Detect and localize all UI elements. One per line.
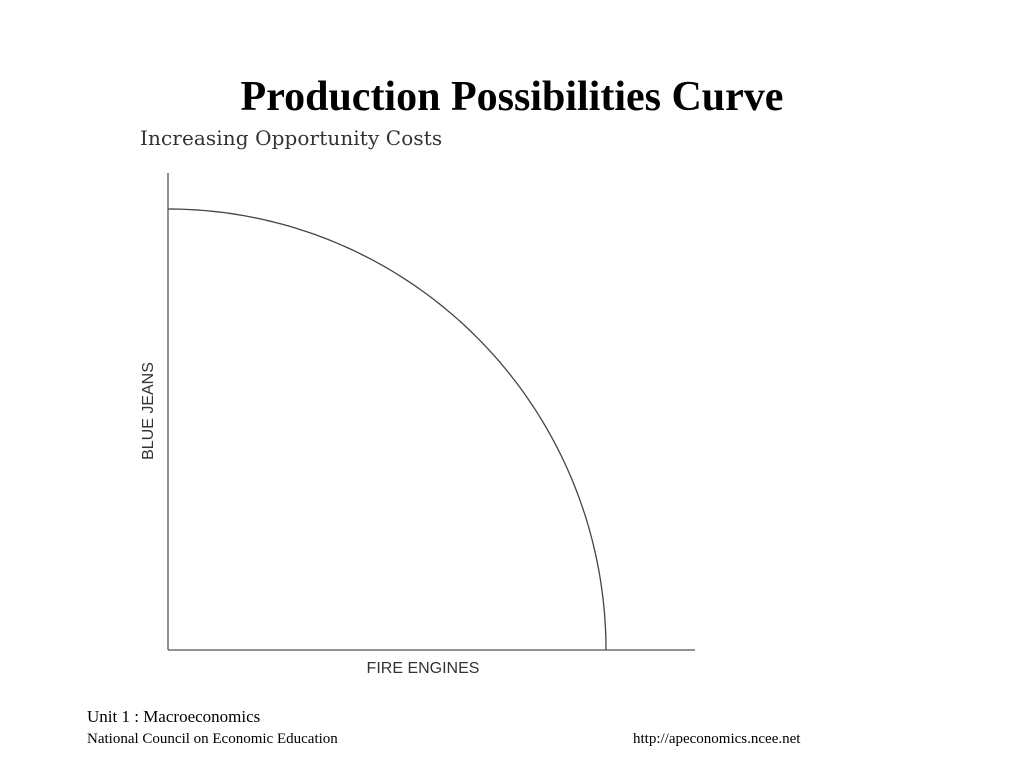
footer-organization: National Council on Economic Education xyxy=(87,731,338,747)
footer-url[interactable]: http://apeconomics.ncee.net xyxy=(633,731,801,747)
footer-unit: Unit 1 : Macroeconomics xyxy=(87,707,261,726)
y-axis-label: BLUE JEANS xyxy=(140,362,157,460)
slide-title: Production Possibilities Curve xyxy=(240,74,784,120)
ppc-curve xyxy=(167,208,607,651)
chart-subtitle: Increasing Opportunity Costs xyxy=(140,126,443,150)
x-axis-label: FIRE ENGINES xyxy=(367,660,480,677)
